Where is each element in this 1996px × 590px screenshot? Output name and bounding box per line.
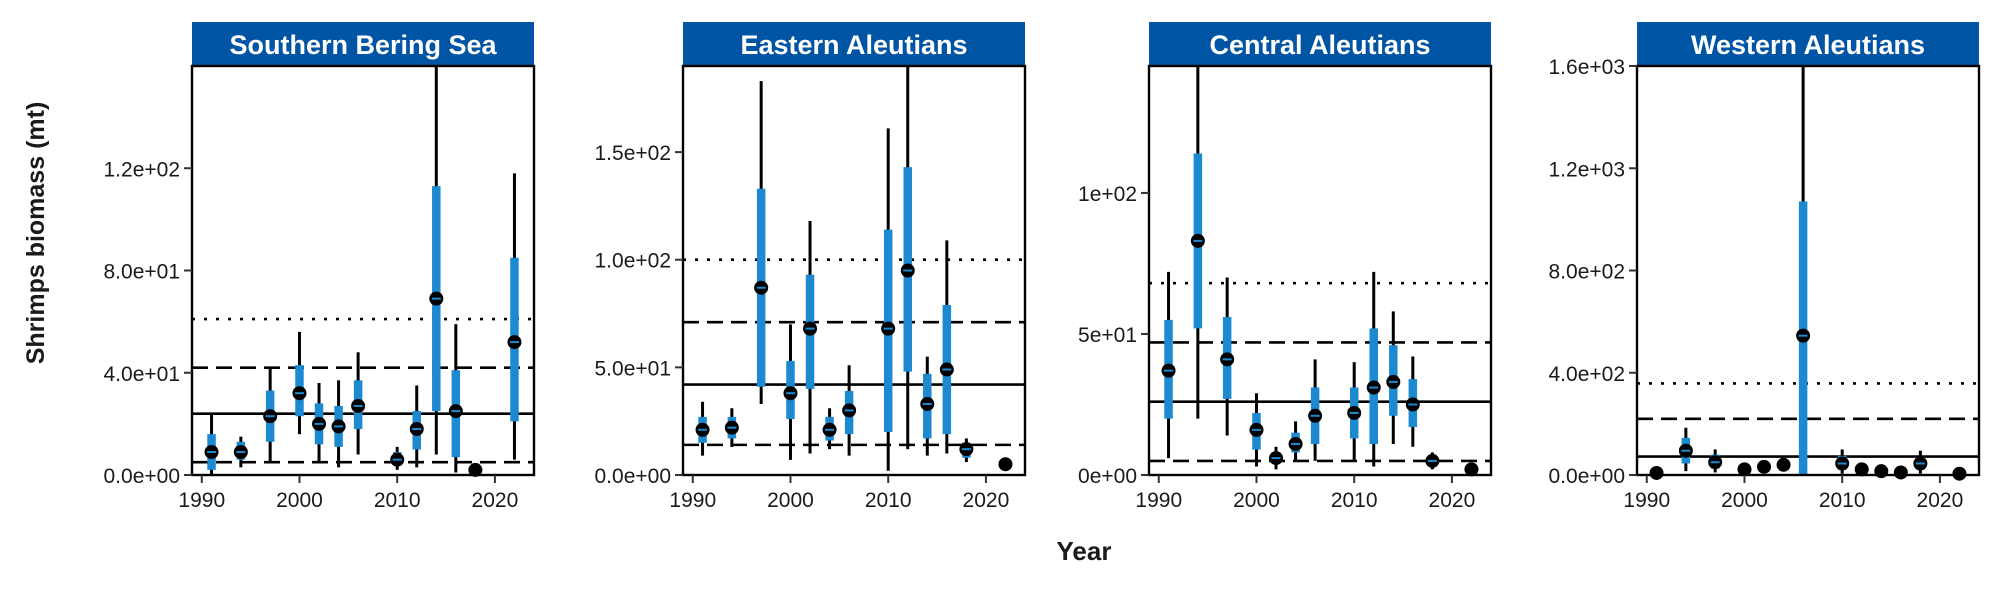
facet-title: Western Aleutians xyxy=(1691,30,1925,60)
y-tick-label: 1.5e+02 xyxy=(595,142,672,165)
y-tick-label: 5e+01 xyxy=(1078,324,1137,347)
x-tick-label: 2010 xyxy=(865,489,912,512)
y-tick-label: 1.2e+03 xyxy=(1549,158,1626,181)
facet-panel: Eastern Aleutians 0.0e+00 5.0e+01 1.0e+02 1.… xyxy=(595,22,1027,512)
x-tick-label: 2020 xyxy=(1429,489,1476,512)
x-tick-label: 1990 xyxy=(1623,489,1670,512)
facet-header xyxy=(1637,22,1979,66)
y-tick-label: 1e+02 xyxy=(1078,183,1137,206)
x-tick-label: 1990 xyxy=(1135,489,1182,512)
facet-panel: Central Aleutians 0e+00 5e+01 1e+02 1990 2000… xyxy=(1078,22,1493,512)
x-tick-label: 2010 xyxy=(1819,489,1866,512)
panel-border xyxy=(1635,64,1981,477)
y-tick-label: 1.2e+02 xyxy=(104,158,181,181)
x-tick-label: 2020 xyxy=(472,489,519,512)
facet-title: Central Aleutians xyxy=(1209,30,1430,60)
y-tick-label: 0e+00 xyxy=(1078,465,1137,488)
y-tick-label: 8.0e+02 xyxy=(1549,261,1626,284)
facet-panel: Western Aleutians 0.0e+00 4.0e+02 8.0e+02 1.… xyxy=(1549,22,1981,512)
panel-border xyxy=(681,64,1027,477)
x-tick-label: 1990 xyxy=(178,489,225,512)
facet-title: Southern Bering Sea xyxy=(229,30,497,60)
data-point xyxy=(998,457,1013,472)
facet-header xyxy=(192,22,534,66)
x-tick-label: 2000 xyxy=(1721,489,1768,512)
x-tick-label: 2000 xyxy=(1233,489,1280,512)
x-tick-label: 2000 xyxy=(767,489,814,512)
y-tick-label: 0.0e+00 xyxy=(595,465,672,488)
x-tick-label: 2020 xyxy=(1917,489,1964,512)
facet-header xyxy=(1149,22,1491,66)
y-tick-label: 1.0e+02 xyxy=(595,250,672,273)
x-tick-label: 1990 xyxy=(669,489,716,512)
x-tick-label: 2010 xyxy=(1331,489,1378,512)
y-tick-label: 8.0e+01 xyxy=(104,261,181,284)
facet-panel: Southern Bering Sea 0.0e+00 4.0e+01 8.0e+01… xyxy=(104,22,536,512)
data-point xyxy=(1854,462,1869,477)
data-point xyxy=(1776,457,1791,472)
data-point xyxy=(1737,462,1752,477)
y-tick-label: 5.0e+01 xyxy=(595,357,672,380)
y-tick-label: 1.6e+03 xyxy=(1549,56,1626,79)
y-tick-label: 4.0e+01 xyxy=(104,363,181,386)
x-tick-label: 2000 xyxy=(276,489,323,512)
data-point xyxy=(1893,465,1908,480)
facet-title: Eastern Aleutians xyxy=(740,30,967,60)
data-point xyxy=(1649,465,1664,480)
data-point xyxy=(1952,466,1967,481)
x-axis-title: Year xyxy=(1057,536,1112,566)
data-point xyxy=(1464,462,1479,477)
y-tick-label: 4.0e+02 xyxy=(1549,363,1626,386)
data-point xyxy=(1757,459,1772,474)
y-tick-label: 0.0e+00 xyxy=(104,465,181,488)
facet-header xyxy=(683,22,1025,66)
x-tick-label: 2010 xyxy=(374,489,421,512)
y-axis-title: Shrimps biomass (mt) xyxy=(22,102,50,365)
y-tick-label: 0.0e+00 xyxy=(1549,465,1626,488)
data-point xyxy=(468,462,483,477)
x-tick-label: 2020 xyxy=(963,489,1010,512)
panel-border xyxy=(1147,64,1493,477)
